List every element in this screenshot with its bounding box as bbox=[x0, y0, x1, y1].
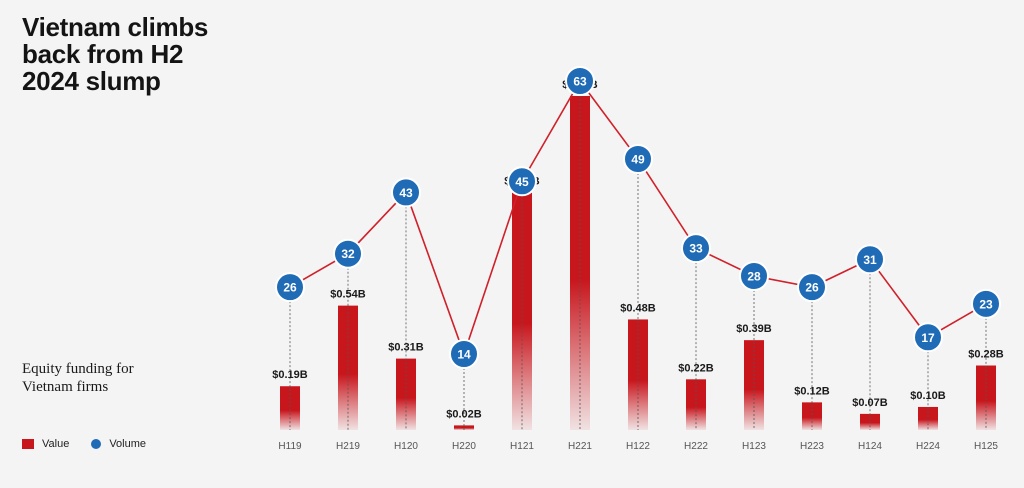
bar-value-label: $0.10B bbox=[910, 390, 946, 402]
volume-point-label: 28 bbox=[747, 270, 761, 284]
x-tick-label: H219 bbox=[336, 441, 360, 452]
chart-title-line: 2024 slump bbox=[22, 66, 161, 96]
volume-point-label: 32 bbox=[341, 247, 355, 261]
value-bar bbox=[454, 425, 474, 430]
x-tick-label: H120 bbox=[394, 441, 418, 452]
x-tick-label: H121 bbox=[510, 441, 534, 452]
volume-point-label: 31 bbox=[863, 253, 877, 267]
bar-value-label: $0.28B bbox=[968, 349, 1004, 361]
volume-point bbox=[275, 272, 305, 303]
volume-point bbox=[391, 177, 421, 208]
volume-point-label: 49 bbox=[631, 153, 645, 167]
legend-value-swatch bbox=[22, 439, 34, 449]
legend-item-volume: Volume bbox=[91, 438, 146, 450]
volume-point-label: 14 bbox=[457, 348, 471, 362]
volume-point-label: 33 bbox=[689, 242, 703, 256]
bar-value-label: $0.12B bbox=[794, 385, 830, 397]
x-tick-label: H224 bbox=[916, 441, 940, 452]
bar-value-label: $0.48B bbox=[620, 302, 656, 314]
x-tick-label: H220 bbox=[452, 441, 476, 452]
x-tick-label: H119 bbox=[278, 441, 302, 452]
bar-value-label: $0.07B bbox=[852, 397, 888, 409]
volume-point-label: 45 bbox=[515, 175, 529, 189]
volume-point-label: 43 bbox=[399, 186, 413, 200]
volume-dot-group: 26 32 43 14 45 63 49 33 28 26 31 17 23 bbox=[275, 66, 1001, 369]
x-tick-label: H124 bbox=[858, 441, 882, 452]
x-tick-label: H223 bbox=[800, 441, 824, 452]
chart-legend: Value Volume bbox=[22, 438, 168, 450]
volume-point bbox=[623, 144, 653, 174]
volume-point-label: 26 bbox=[805, 281, 819, 295]
bar-value-label: $0.19B bbox=[272, 369, 308, 381]
volume-point-label: 17 bbox=[921, 331, 935, 345]
volume-point bbox=[565, 66, 595, 96]
bar-value-label: $0.22B bbox=[678, 362, 714, 374]
volume-point bbox=[681, 233, 711, 264]
volume-point-label: 63 bbox=[573, 75, 587, 89]
chart-title: Vietnam climbs back from H2 2024 slump bbox=[22, 14, 252, 95]
x-tick-label: H122 bbox=[626, 441, 650, 452]
volume-point-label: 26 bbox=[283, 281, 297, 295]
bar-value-label: $0.02B bbox=[446, 408, 482, 420]
bar-value-label: $0.39B bbox=[736, 323, 772, 335]
chart-subtitle: Equity funding for Vietnam firms bbox=[22, 360, 192, 396]
value-bar bbox=[686, 379, 706, 430]
value-bar bbox=[976, 365, 996, 430]
bar-value-label: $0.31B bbox=[388, 342, 424, 354]
chart-subtitle-line: Equity funding for bbox=[22, 361, 134, 377]
x-tick-label: H221 bbox=[568, 441, 592, 452]
legend-volume-label: Volume bbox=[109, 438, 147, 450]
chart-title-line: back from H2 bbox=[22, 39, 184, 69]
volume-point-label: 23 bbox=[979, 297, 993, 311]
volume-point bbox=[797, 272, 827, 303]
volume-point bbox=[507, 166, 537, 197]
value-bar bbox=[280, 386, 300, 430]
x-tick-label: H125 bbox=[974, 441, 998, 452]
value-bar bbox=[802, 402, 822, 430]
legend-value-label: Value bbox=[42, 438, 70, 450]
chart-subtitle-line: Vietnam firms bbox=[22, 379, 109, 395]
legend-volume-swatch bbox=[91, 439, 102, 449]
volume-point bbox=[855, 244, 885, 275]
guide-line-group bbox=[289, 95, 987, 430]
bar-value-label: $0.54B bbox=[330, 289, 366, 301]
value-bar bbox=[918, 406, 938, 430]
volume-point bbox=[449, 339, 479, 369]
volume-point bbox=[739, 261, 769, 291]
value-bar bbox=[744, 340, 764, 430]
volume-point bbox=[333, 238, 363, 269]
legend-item-value: Value bbox=[22, 438, 69, 450]
x-tick-label: H123 bbox=[742, 441, 766, 452]
volume-point bbox=[913, 322, 943, 353]
chart-title-line: Vietnam climbs bbox=[22, 12, 209, 42]
value-bar bbox=[396, 358, 416, 430]
x-tick-label: H222 bbox=[684, 441, 708, 452]
volume-point bbox=[971, 288, 1001, 319]
